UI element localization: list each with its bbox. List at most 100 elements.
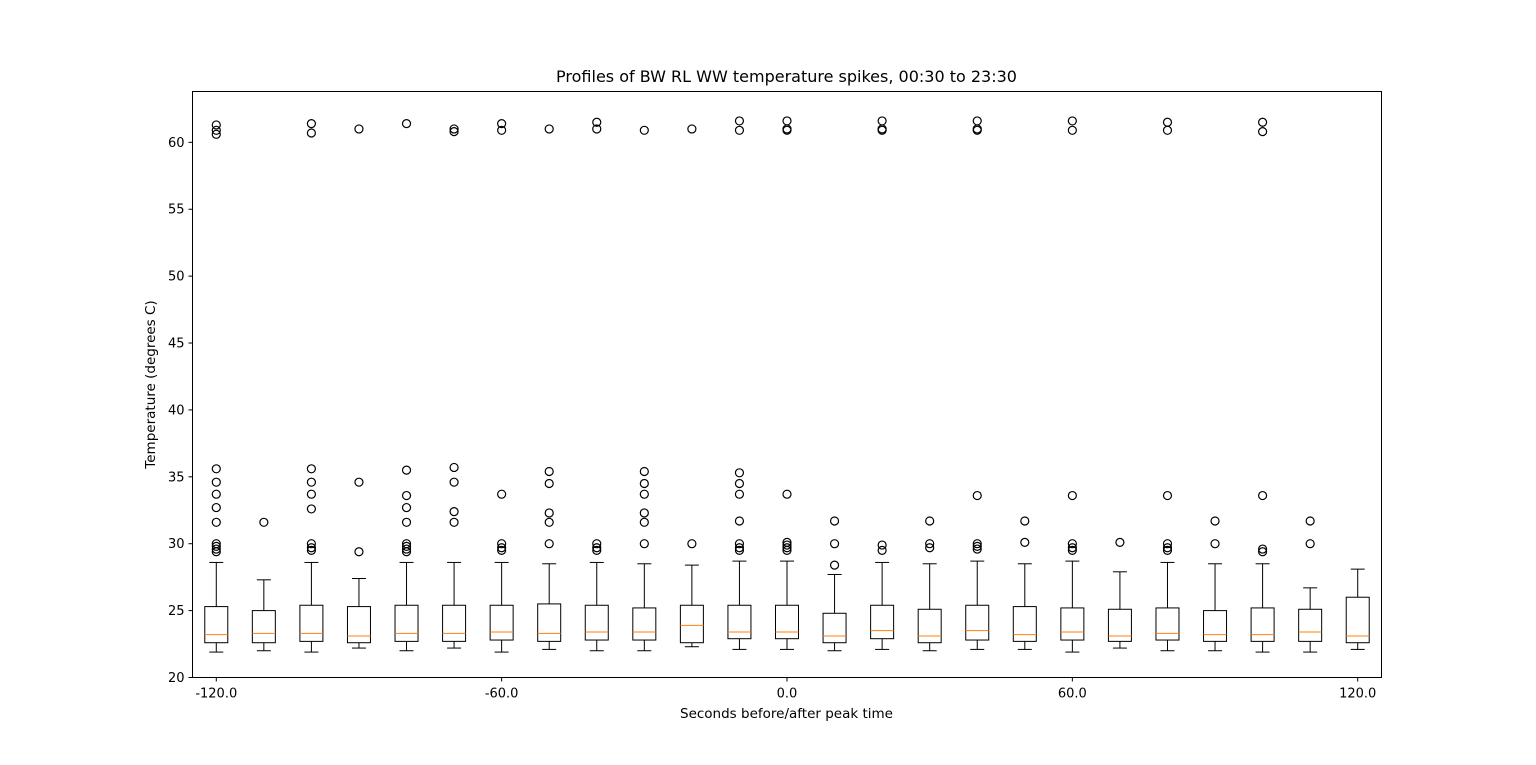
flier-point xyxy=(734,516,745,526)
box-iqr xyxy=(1203,610,1228,642)
flier-point xyxy=(354,124,364,134)
box-iqr xyxy=(584,604,609,641)
box-iqr xyxy=(204,606,229,644)
flier-point xyxy=(211,464,221,474)
flier-point xyxy=(1162,539,1173,549)
box-group xyxy=(727,116,752,650)
flier-point xyxy=(211,502,221,513)
flier-point xyxy=(1257,490,1268,501)
y-axis-label: Temperature (degrees C) xyxy=(143,300,159,469)
flier-point xyxy=(306,504,316,514)
box-group xyxy=(1107,537,1132,649)
flier-point xyxy=(544,508,554,518)
flier-point xyxy=(497,543,507,553)
box-iqr xyxy=(632,607,657,641)
flier-point xyxy=(734,478,745,489)
flier-point xyxy=(782,489,792,499)
flier-point xyxy=(1020,537,1030,547)
flier-point xyxy=(639,466,649,477)
box-group xyxy=(1203,516,1228,652)
flier-point xyxy=(1257,547,1268,557)
flier-point xyxy=(734,545,745,555)
flier-point xyxy=(639,489,649,499)
flier-point xyxy=(972,116,982,126)
box-group xyxy=(299,119,324,653)
box-series xyxy=(204,116,1370,653)
box-iqr xyxy=(822,612,847,644)
flier-point xyxy=(1305,539,1315,549)
flier-point xyxy=(211,489,221,499)
flier-point xyxy=(259,517,269,527)
flier-point xyxy=(972,541,982,551)
plot-area-frame xyxy=(192,91,1382,678)
box-iqr xyxy=(299,604,324,642)
box-group xyxy=(251,517,276,652)
flier-point xyxy=(972,490,982,501)
box-iqr xyxy=(1060,607,1085,641)
box-group xyxy=(346,124,371,649)
box-iqr xyxy=(870,604,895,640)
x-tick-label: -60.0 xyxy=(485,687,519,702)
flier-point xyxy=(925,543,935,553)
box-iqr xyxy=(489,604,514,641)
flier-point xyxy=(592,539,602,549)
flier-point xyxy=(639,539,649,549)
flier-point xyxy=(211,125,221,135)
flier-point xyxy=(782,543,792,553)
box-group xyxy=(775,116,799,650)
flier-point xyxy=(401,541,412,551)
flier-point xyxy=(544,478,554,489)
flier-point xyxy=(1067,539,1077,549)
flier-point xyxy=(925,539,935,549)
flier-point xyxy=(734,116,745,126)
box-iqr xyxy=(679,604,704,644)
flier-point xyxy=(1257,544,1268,554)
flier-point xyxy=(354,477,364,487)
flier-point xyxy=(306,119,316,129)
box-iqr xyxy=(775,604,799,640)
flier-point xyxy=(211,129,221,139)
flier-point xyxy=(497,489,507,499)
box-group xyxy=(632,125,657,652)
flier-point xyxy=(449,462,459,473)
flier-point xyxy=(1162,117,1173,127)
flier-point xyxy=(1162,125,1173,135)
flier-point xyxy=(877,540,887,550)
flier-point xyxy=(544,539,554,549)
flier-point xyxy=(1067,490,1077,501)
x-tick-label: 60.0 xyxy=(1058,687,1087,702)
y-tick-label: 60 xyxy=(168,136,185,151)
flier-point xyxy=(592,543,602,553)
flier-point xyxy=(1257,127,1268,137)
box-group xyxy=(394,119,419,652)
flier-point xyxy=(306,545,316,555)
flier-point xyxy=(401,502,412,513)
flier-point xyxy=(734,489,745,499)
flier-point xyxy=(497,119,507,129)
y-tick-label: 25 xyxy=(168,604,185,619)
flier-point xyxy=(782,537,792,547)
flier-point xyxy=(449,127,459,137)
flier-point xyxy=(211,477,221,487)
axis-ticks: 20 25 30 35 40 45 50 55 60 -120.0 -60.0 0.0 60.0 120.… xyxy=(168,136,1376,702)
flier-point xyxy=(449,517,459,527)
flier-point xyxy=(1305,516,1315,526)
flier-point xyxy=(1162,543,1173,553)
flier-point xyxy=(401,465,412,475)
box-iqr xyxy=(1298,608,1323,642)
box-iqr xyxy=(727,604,752,640)
flier-point xyxy=(972,539,982,549)
box-iqr xyxy=(917,608,942,644)
flier-point xyxy=(306,539,316,549)
flier-point xyxy=(401,544,412,554)
flier-point xyxy=(734,539,745,549)
box-iqr xyxy=(537,603,562,642)
box-iqr xyxy=(1345,596,1370,644)
flier-point xyxy=(497,539,507,549)
box-group xyxy=(489,119,514,653)
flier-point xyxy=(544,517,554,527)
x-tick-label: 120.0 xyxy=(1339,687,1376,702)
y-tick-label: 35 xyxy=(168,470,185,485)
flier-point xyxy=(972,544,982,554)
flier-point xyxy=(1067,116,1077,126)
